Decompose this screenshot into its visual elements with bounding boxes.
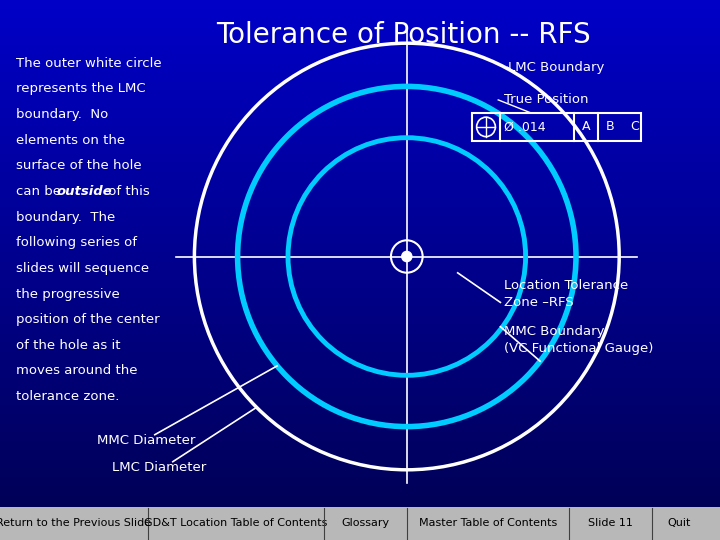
Text: boundary.  The: boundary. The [16, 211, 115, 224]
Bar [0, 333, 720, 342]
Bar [0, 459, 720, 468]
Bar [0, 180, 720, 189]
Bar [0, 360, 720, 369]
Text: Return to the Previous Slide: Return to the Previous Slide [0, 518, 151, 528]
Bar [0, 531, 720, 540]
Bar [0, 468, 720, 477]
Bar [0, 504, 720, 513]
Bar [0, 9, 720, 18]
Bar [0, 153, 720, 162]
Text: can be: can be [16, 185, 65, 198]
Bar [0, 522, 720, 531]
Bar [0, 252, 720, 261]
Text: of the hole as it: of the hole as it [16, 339, 120, 352]
Bar [0, 0, 720, 9]
Bar [0, 243, 720, 252]
Text: GD&T Location Table of Contents: GD&T Location Table of Contents [144, 518, 328, 528]
Bar [0, 81, 720, 90]
Bar [0, 189, 720, 198]
Bar [0, 495, 720, 504]
Bar [0, 108, 720, 117]
Bar [0, 279, 720, 288]
Bar [0, 135, 720, 144]
Bar [0, 90, 720, 99]
Bar [0, 288, 720, 297]
Bar [0, 54, 720, 63]
Bar [472, 113, 641, 141]
Text: The outer white circle: The outer white circle [16, 57, 161, 70]
Text: A: A [582, 120, 590, 133]
Text: Location Tolerance
Zone –RFS: Location Tolerance Zone –RFS [504, 279, 629, 309]
Text: Ø .014: Ø .014 [504, 120, 546, 133]
Bar [0, 423, 720, 432]
Bar [0, 171, 720, 180]
Text: slides will sequence: slides will sequence [16, 262, 149, 275]
Text: Tolerance of Position -- RFS: Tolerance of Position -- RFS [216, 21, 590, 49]
Text: represents the LMC: represents the LMC [16, 82, 145, 96]
Text: Master Table of Contents: Master Table of Contents [418, 518, 557, 528]
Bar [0, 117, 720, 126]
Text: of this: of this [104, 185, 150, 198]
Text: True Position: True Position [504, 93, 588, 106]
Bar [0, 450, 720, 459]
Text: LMC Boundary: LMC Boundary [508, 61, 604, 74]
Bar [0, 387, 720, 396]
Bar [0, 315, 720, 324]
Text: Quit: Quit [667, 518, 690, 528]
Ellipse shape [402, 252, 412, 261]
Text: MMC Diameter: MMC Diameter [97, 434, 196, 447]
Bar [0, 306, 720, 315]
Bar [0, 513, 720, 522]
Bar [0, 342, 720, 351]
Bar [0, 162, 720, 171]
Text: elements on the: elements on the [16, 134, 125, 147]
Bar [0, 396, 720, 405]
Text: boundary.  No: boundary. No [16, 108, 108, 121]
Text: outside: outside [56, 185, 112, 198]
Bar [0, 45, 720, 54]
Bar [0, 63, 720, 72]
Bar [0, 324, 720, 333]
Bar [0, 72, 720, 81]
Bar [0, 441, 720, 450]
Bar [0, 369, 720, 378]
Bar [0, 144, 720, 153]
Bar [0, 216, 720, 225]
Bar [0, 507, 720, 540]
Bar [0, 414, 720, 423]
Text: position of the center: position of the center [16, 313, 159, 326]
Text: B: B [606, 120, 615, 133]
Bar [0, 405, 720, 414]
Bar [0, 270, 720, 279]
Bar [0, 486, 720, 495]
Bar [0, 297, 720, 306]
Bar [0, 126, 720, 135]
Text: Glossary: Glossary [341, 518, 390, 528]
Bar [0, 198, 720, 207]
Text: Slide 11: Slide 11 [588, 518, 633, 528]
Bar [0, 27, 720, 36]
Bar [0, 18, 720, 27]
Text: MMC Boundary
(VC Functional Gauge): MMC Boundary (VC Functional Gauge) [504, 325, 653, 355]
Bar [0, 378, 720, 387]
Bar [0, 225, 720, 234]
Bar [0, 432, 720, 441]
Text: tolerance zone.: tolerance zone. [16, 390, 120, 403]
Bar [0, 234, 720, 243]
Text: LMC Diameter: LMC Diameter [112, 461, 206, 474]
Bar [0, 261, 720, 270]
Text: surface of the hole: surface of the hole [16, 159, 141, 172]
Bar [0, 36, 720, 45]
Text: the progressive: the progressive [16, 287, 120, 301]
Text: following series of: following series of [16, 237, 137, 249]
Text: moves around the: moves around the [16, 364, 138, 377]
Text: C: C [631, 120, 639, 133]
Bar [0, 477, 720, 486]
Bar [0, 207, 720, 216]
Bar [0, 351, 720, 360]
Bar [0, 99, 720, 108]
